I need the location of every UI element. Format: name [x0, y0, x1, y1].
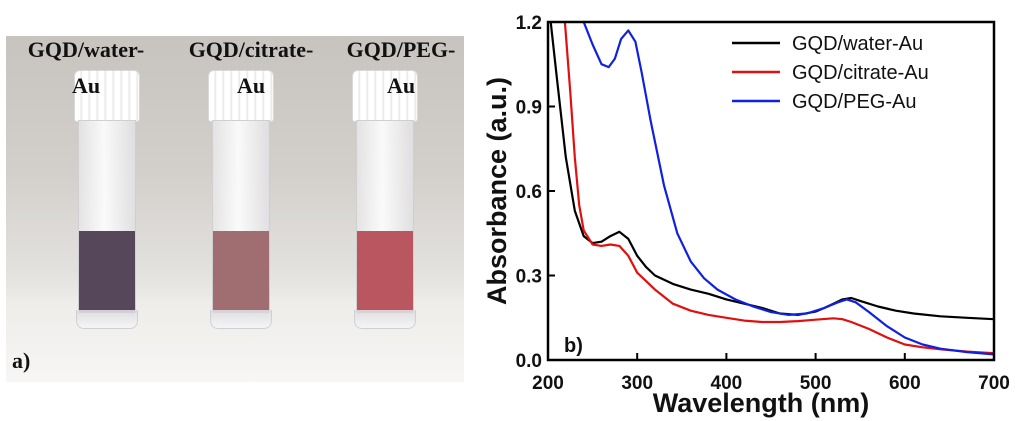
series-line-1: [563, 22, 994, 355]
x-axis: 200 300 400 500 600 700: [532, 353, 1010, 394]
legend-label-2: GQD/PEG-Au: [792, 91, 916, 113]
vial-tube: [212, 120, 270, 313]
y-axis: 0.0 0.3 0.6 0.9 1.2: [516, 13, 555, 372]
x-tick-label: 400: [711, 373, 743, 394]
vial-water-au: [72, 70, 140, 329]
panel-b-tag: b): [564, 335, 583, 357]
y-tick-label: 0.0: [516, 351, 542, 372]
y-tick-label: 0.3: [516, 267, 542, 288]
vial-liquid: [79, 231, 135, 313]
legend-label-1: GQD/citrate-Au: [792, 62, 929, 84]
vial-tube: [78, 120, 136, 313]
vial-label-citrate-au: GQD/citrate- Au: [168, 32, 334, 104]
vial-base: [210, 310, 272, 329]
vials-photo: a): [6, 36, 464, 382]
vial-label-line2: Au: [71, 73, 101, 98]
absorbance-chart: 200 300 400 500 600 700 0.0 0.3 0.6 0.9 1.2 Wavel…: [482, 13, 1010, 418]
x-axis-label: Wavelength (nm): [653, 388, 870, 418]
y-tick-label: 1.2: [516, 13, 542, 34]
x-tick-label: 500: [800, 373, 832, 394]
y-axis-label: Absorbance (a.u.): [482, 77, 512, 305]
vial-base: [76, 310, 138, 329]
y-tick-label: 0.6: [516, 182, 542, 203]
vial-label-line2: Au: [236, 73, 266, 98]
x-tick-label: 600: [889, 373, 921, 394]
x-tick-label: 200: [532, 373, 564, 394]
plot-lines: [549, 22, 994, 356]
series-line-2: [582, 22, 994, 356]
vial-cap: [208, 70, 274, 122]
vial-label-line1: GQD/water-: [27, 37, 145, 62]
vial-label-water-au: GQD/water- Au: [6, 32, 166, 104]
vial-label-line1: GQD/citrate-: [188, 37, 314, 62]
x-tick-label: 300: [621, 373, 653, 394]
vial-liquid: [357, 231, 413, 313]
series-line-0: [549, 22, 994, 321]
vial-liquid: [213, 231, 269, 313]
vial-label-peg-au: GQD/PEG- Au: [334, 32, 468, 104]
x-tick-label: 700: [978, 373, 1010, 394]
vial-base: [354, 310, 416, 329]
legend: GQD/water-Au GQD/citrate-Au GQD/PEG-Au: [732, 33, 929, 113]
y-tick-label: 0.9: [516, 98, 542, 119]
vial-label-line2: Au: [386, 73, 416, 98]
vial-peg-au: [350, 70, 418, 329]
panel-a-tag: a): [12, 348, 31, 373]
legend-label-0: GQD/water-Au: [792, 33, 923, 55]
vial-citrate-au: [206, 70, 274, 329]
vial-tube: [356, 120, 414, 313]
vial-label-line1: GQD/PEG-: [346, 37, 456, 62]
